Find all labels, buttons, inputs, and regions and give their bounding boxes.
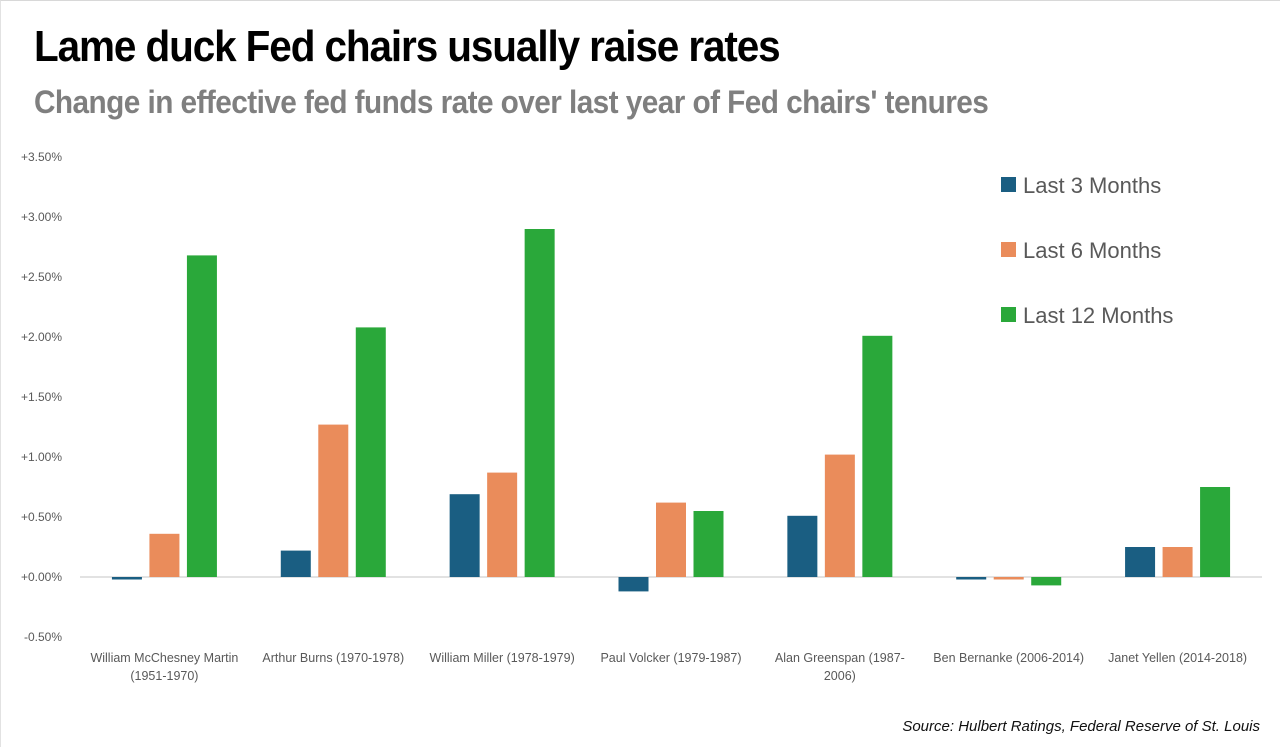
y-tick-label: +0.50% — [21, 510, 62, 524]
legend-label: Last 12 Months — [1023, 303, 1173, 328]
bar-last-3-months — [787, 515, 818, 577]
x-category-label: William Miller (1978-1979) — [430, 651, 575, 665]
bar-last-3-months — [956, 577, 987, 580]
bar-last-12-months — [355, 327, 386, 577]
x-category-label-line: (1951-1970) — [130, 669, 198, 683]
bar-last-6-months — [656, 502, 686, 577]
y-tick-label: +0.00% — [21, 570, 62, 584]
legend-label: Last 6 Months — [1023, 238, 1161, 263]
bar-last-6-months — [824, 454, 855, 577]
x-axis: William McChesney Martin (1951-1970) Arthu… — [90, 651, 1247, 683]
x-category-label: Alan Greenspan (1987- 2006) — [775, 651, 905, 683]
y-tick-label: +2.00% — [21, 330, 62, 344]
bar-last-12-months — [693, 511, 724, 577]
bar-last-6-months — [318, 424, 349, 577]
bar-last-6-months — [1162, 547, 1193, 577]
bar-last-12-months — [1200, 487, 1231, 577]
bars-group — [111, 229, 1231, 592]
bar-last-3-months — [111, 577, 142, 580]
x-category-label-line: Paul Volcker (1979-1987) — [600, 651, 741, 665]
y-tick-label: +3.00% — [21, 210, 62, 224]
x-category-label-line: 2006) — [824, 669, 856, 683]
x-category-label-line: Arthur Burns (1970-1978) — [262, 651, 404, 665]
bar-last-6-months — [149, 533, 180, 577]
legend-swatch — [1001, 307, 1016, 322]
x-category-label-line: William McChesney Martin — [90, 651, 238, 665]
y-tick-label: -0.50% — [24, 630, 62, 644]
bar-last-12-months — [862, 335, 893, 577]
x-category-label: Ben Bernanke (2006-2014) — [933, 651, 1084, 665]
bar-last-6-months — [993, 577, 1024, 580]
chart-title: Lame duck Fed chairs usually raise rates — [34, 22, 781, 71]
x-category-label-line: William Miller (1978-1979) — [430, 651, 575, 665]
bar-last-6-months — [487, 472, 518, 577]
legend: Last 3 Months Last 6 Months Last 12 Months — [1001, 173, 1173, 328]
y-axis: -0.50% +0.00% +0.50% +1.00% +1.50% +2.00% +2.5… — [21, 150, 62, 644]
bar-last-3-months — [449, 494, 480, 577]
legend-swatch — [1001, 177, 1016, 192]
x-category-label-line: Ben Bernanke (2006-2014) — [933, 651, 1084, 665]
x-category-label: Arthur Burns (1970-1978) — [262, 651, 404, 665]
y-tick-label: +1.50% — [21, 390, 62, 404]
chart-subtitle: Change in effective fed funds rate over … — [34, 84, 989, 120]
legend-swatch — [1001, 242, 1016, 257]
bar-last-3-months — [280, 550, 311, 577]
x-category-label-line: Alan Greenspan (1987- — [775, 651, 905, 665]
bar-last-3-months — [1125, 547, 1156, 577]
source-note: Source: Hulbert Ratings, Federal Reserve… — [902, 718, 1260, 735]
bar-last-12-months — [186, 255, 217, 577]
y-tick-label: +3.50% — [21, 150, 62, 164]
x-category-label: William McChesney Martin (1951-1970) — [90, 651, 238, 683]
bar-last-12-months — [1031, 577, 1062, 586]
x-category-label-line: Janet Yellen (2014-2018) — [1108, 651, 1247, 665]
legend-label: Last 3 Months — [1023, 173, 1161, 198]
bar-last-12-months — [524, 229, 555, 577]
y-tick-label: +2.50% — [21, 270, 62, 284]
x-category-label: Janet Yellen (2014-2018) — [1108, 651, 1247, 665]
bar-last-3-months — [618, 577, 649, 592]
y-tick-label: +1.00% — [21, 450, 62, 464]
x-category-label: Paul Volcker (1979-1987) — [600, 651, 741, 665]
